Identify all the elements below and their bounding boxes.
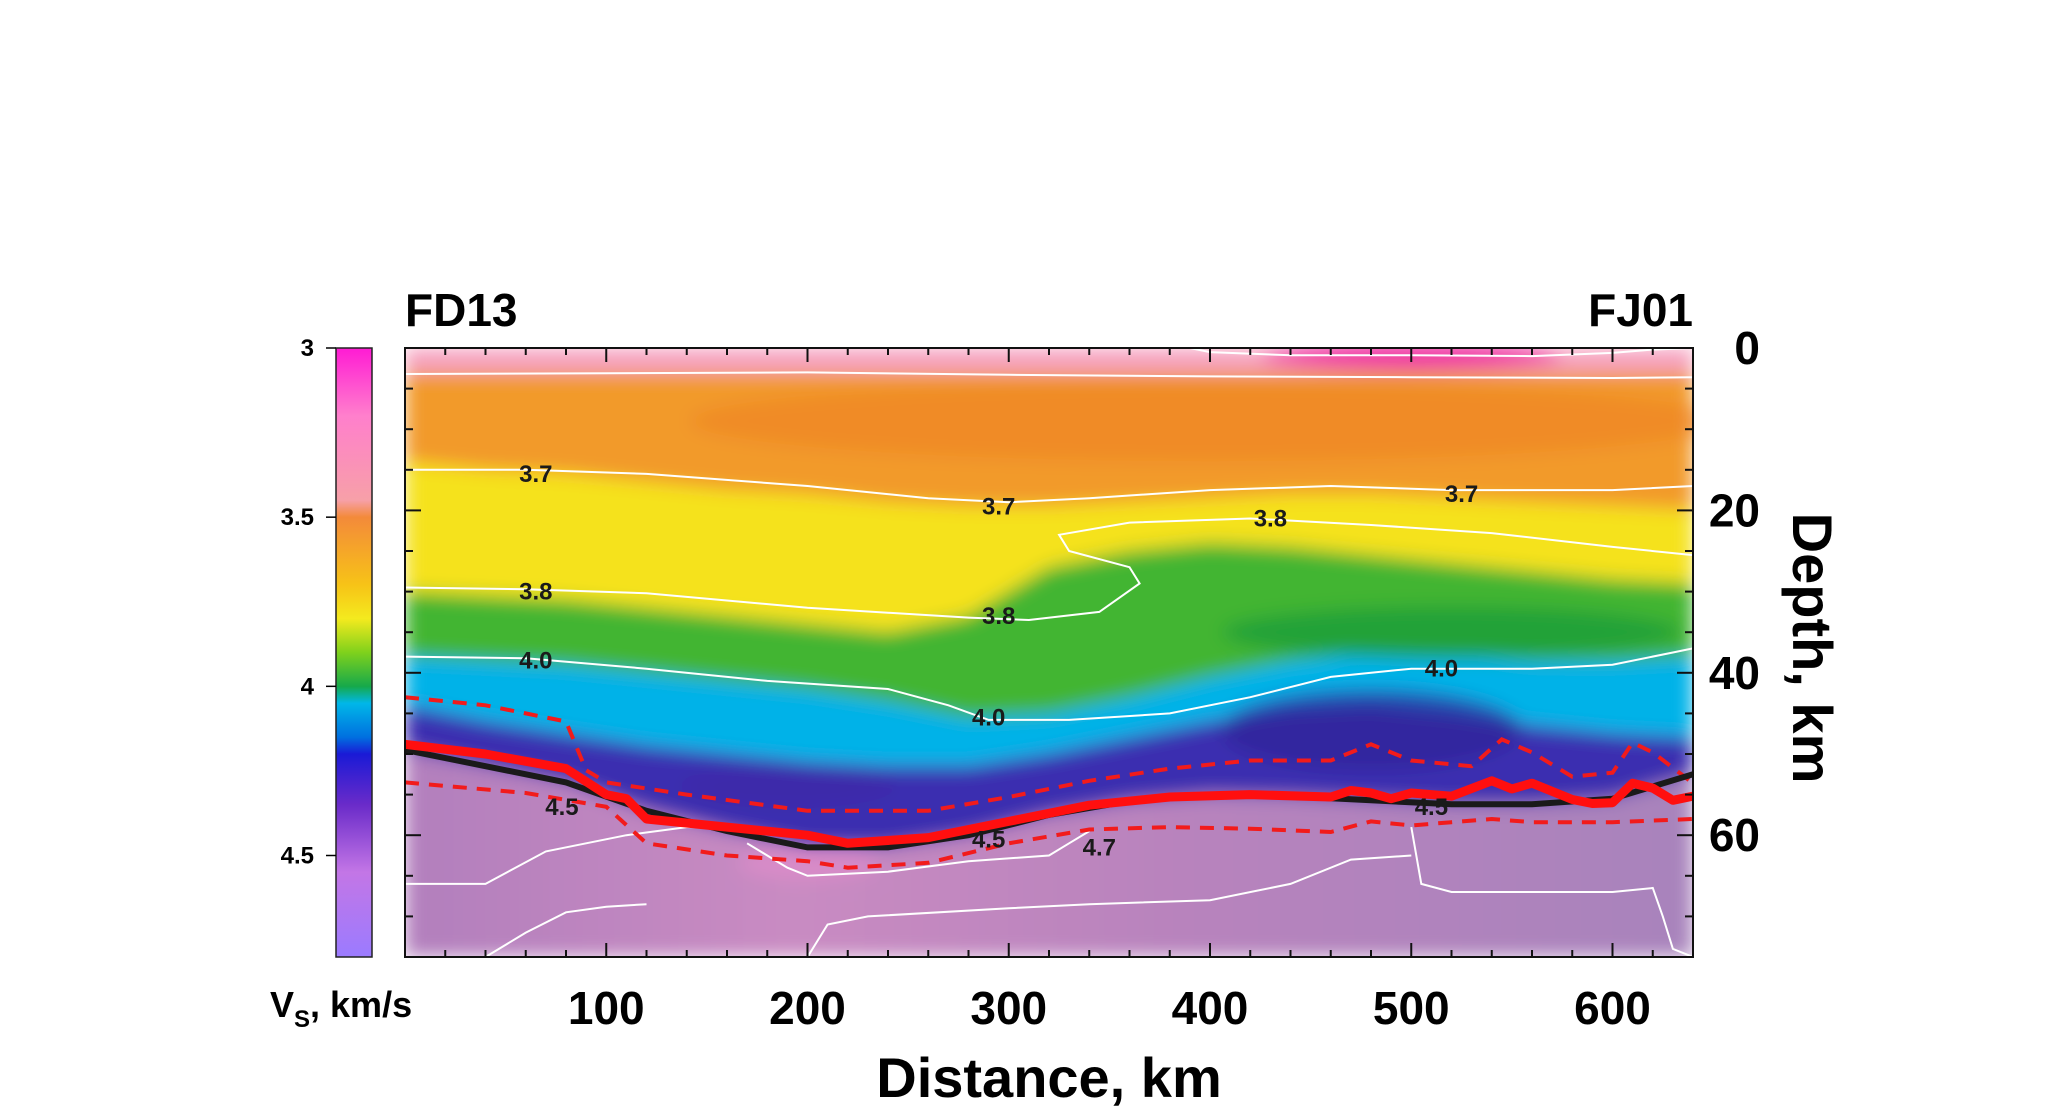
colorbar-label-rest: , km/s — [310, 984, 412, 1025]
colorbar-tick-label: 3 — [301, 335, 314, 362]
contour-label: 3.8 — [519, 579, 552, 606]
velocity-layer-cyan — [405, 652, 1693, 767]
contour-3.8 — [405, 517, 1693, 622]
contour-label: 3.7 — [1445, 481, 1478, 508]
colorbar-label: VS, km/s — [270, 984, 412, 1033]
contour-4.5-mid — [746, 830, 1090, 877]
y-tick-label: 0 — [1734, 322, 1760, 374]
contour-3.7 — [405, 468, 1693, 504]
contour-4.7-right — [1410, 826, 1693, 957]
indigo-core-left — [677, 764, 898, 809]
contour-3.0 — [1189, 348, 1693, 358]
colorbar: 3 3.5 4 4.5 — [281, 335, 373, 958]
x-tick-label: 200 — [769, 982, 846, 1034]
contour-label: 4.5 — [972, 826, 1005, 853]
y-tick-label: 60 — [1709, 809, 1760, 861]
x-tick-label: 400 — [1172, 982, 1249, 1034]
mantle-pink-bulge — [737, 847, 878, 880]
colorbar-label-main: V — [270, 984, 294, 1025]
contour-label: 4.0 — [519, 648, 552, 675]
colorbar-ramp — [335, 347, 373, 958]
x-tick-label: 100 — [568, 982, 645, 1034]
contour-label: 4.5 — [545, 794, 578, 821]
contour-label: 3.7 — [519, 461, 552, 488]
contour-lines — [405, 348, 1693, 957]
contour-label: 4.5 — [1415, 794, 1448, 821]
contour-3.5-top — [405, 371, 1693, 380]
colorbar-tick-label: 4 — [301, 673, 315, 700]
contour-4.0 — [405, 647, 1693, 721]
velocity-field — [405, 348, 1693, 957]
indigo-core — [1221, 689, 1521, 770]
colorbar-tick-label: 3.5 — [281, 504, 314, 531]
contour-4.7 — [806, 854, 1412, 957]
station-right-label: FJ01 — [1588, 284, 1693, 336]
y-tick-label: 40 — [1709, 647, 1760, 699]
orange-core — [690, 381, 1693, 462]
moho-upper-bound-line — [405, 695, 1693, 813]
green-core — [1221, 606, 1682, 659]
contour-labels: 3.7 3.7 3.7 3.8 3.8 3.8 4.0 4.0 4.0 4.5 4.5 4.5 4.7 — [519, 461, 1478, 862]
contour-4.7-left-bottom — [405, 903, 647, 957]
station-left-label: FD13 — [405, 284, 517, 336]
plot-axes: 100 200 300 400 500 600 0 20 40 60 — [404, 322, 1760, 1034]
moho-lines — [405, 695, 1693, 870]
velocity-layers — [405, 348, 1693, 957]
velocity-layer-yellow — [405, 461, 1693, 633]
moho-lower-bound-line — [405, 780, 1693, 870]
x-tick-label: 500 — [1373, 982, 1450, 1034]
x-axis-title: Distance, km — [876, 1046, 1222, 1109]
contour-label: 3.8 — [982, 603, 1015, 630]
colorbar-label-sub: S — [294, 1006, 310, 1033]
x-tick-label: 600 — [1574, 982, 1651, 1034]
velocity-layer-green — [405, 542, 1693, 718]
colorbar-tick-label: 4.5 — [281, 843, 314, 870]
moho-line — [405, 739, 1693, 848]
y-axis-title: Depth, km — [1781, 513, 1844, 784]
contour-label: 4.0 — [972, 704, 1005, 731]
contour-label: 3.7 — [982, 493, 1015, 520]
contour-label: 4.0 — [1425, 656, 1458, 683]
x-tick-label: 300 — [970, 982, 1047, 1034]
y-tick-label: 20 — [1709, 484, 1760, 536]
contour-label: 3.8 — [1254, 506, 1287, 533]
contour-label: 4.7 — [1083, 834, 1116, 861]
